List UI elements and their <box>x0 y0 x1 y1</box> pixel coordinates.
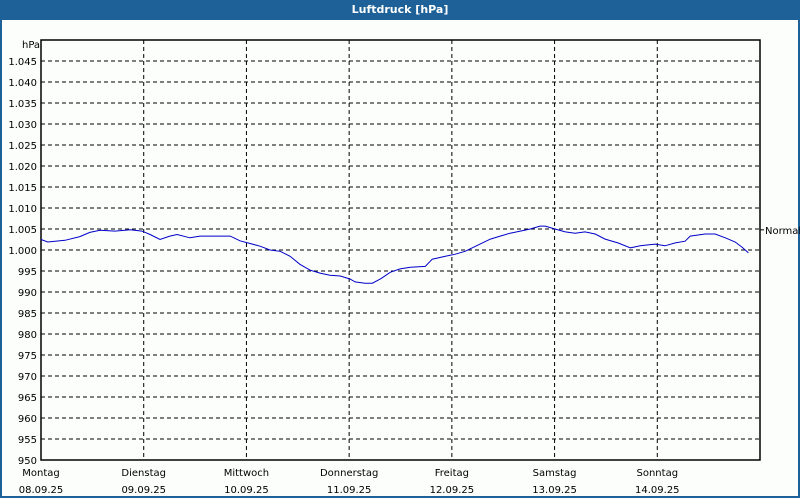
x-tick-day: Sonntag <box>637 468 679 479</box>
y-tick-label: 965 <box>18 393 37 404</box>
y-tick-label: 955 <box>18 435 37 446</box>
x-tick-day: Samstag <box>533 468 577 479</box>
y-axis-labels: 1.045 1.040 1.035 1.030 1.025 1.020 1.015 1.010… <box>8 57 37 467</box>
y-tick-label: 1.045 <box>8 57 37 68</box>
x-tick-date: 09.09.25 <box>121 485 166 496</box>
y-tick-label: 980 <box>18 330 37 341</box>
x-tick-date: 14.09.25 <box>635 485 680 496</box>
y-tick-label: 1.025 <box>8 141 37 152</box>
y-tick-label: 1.010 <box>8 204 37 215</box>
y-tick-label: 990 <box>18 288 37 299</box>
pressure-line <box>40 225 749 284</box>
y-tick-label: 1.005 <box>8 225 37 236</box>
y-tick-label: 1.015 <box>8 183 37 194</box>
y-tick-label: 1.035 <box>8 99 37 110</box>
x-tick-date: 08.09.25 <box>19 485 64 496</box>
x-tick-date: 10.09.25 <box>224 485 269 496</box>
grid <box>41 40 760 460</box>
x-tick-day: Montag <box>22 468 59 479</box>
normal-reference: Normal <box>760 226 800 237</box>
y-tick-label: 970 <box>18 372 37 383</box>
y-axis-unit: hPa <box>22 40 40 51</box>
y-tick-label: 995 <box>18 267 37 278</box>
y-tick-label: 1.030 <box>8 120 37 131</box>
x-tick-day: Donnerstag <box>320 468 378 479</box>
y-tick-label: 960 <box>18 414 37 425</box>
plot-frame <box>40 39 761 461</box>
x-tick-day: Freitag <box>435 468 469 479</box>
chart-title: Luftdruck [hPa] <box>0 0 800 20</box>
y-tick-label: 950 <box>18 456 37 467</box>
y-tick-label: 985 <box>18 309 37 320</box>
normal-label: Normal <box>765 226 800 237</box>
x-tick-date: 13.09.25 <box>532 485 577 496</box>
y-tick-label: 1.020 <box>8 162 37 173</box>
y-tick-label: 1.040 <box>8 78 37 89</box>
x-tick-date: 11.09.25 <box>327 485 372 496</box>
x-tick-day: Mittwoch <box>224 468 269 479</box>
y-tick-label: 1.000 <box>8 246 37 257</box>
x-tick-day: Dienstag <box>121 468 166 479</box>
y-tick-label: 975 <box>18 351 37 362</box>
x-tick-date: 12.09.25 <box>430 485 475 496</box>
x-axis-labels: Montag 08.09.25 Dienstag 09.09.25 Mittwoch 10… <box>19 468 680 496</box>
